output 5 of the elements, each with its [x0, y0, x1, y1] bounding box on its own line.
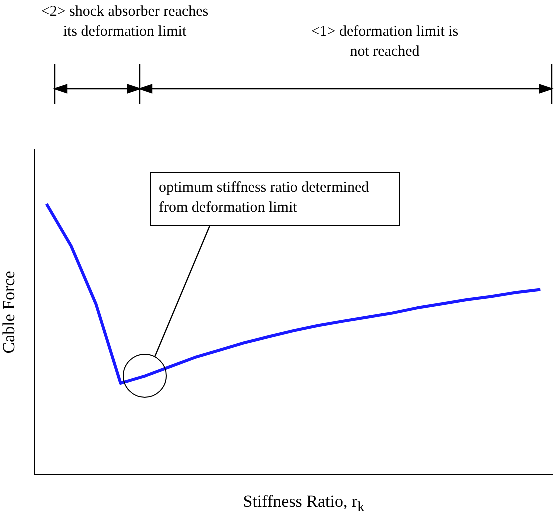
x-axis-title: Stiffness Ratio, r$_{k}$	[242, 492, 366, 518]
text: <2> shock absorber reaches its deformation limit	[40, 3, 210, 42]
y-axis-title: Cable Force	[0, 271, 19, 354]
text: <1> deformation limit is not reached	[310, 23, 460, 62]
annotation: optimum stiffness ratio determined from deformation limit	[150, 172, 400, 226]
